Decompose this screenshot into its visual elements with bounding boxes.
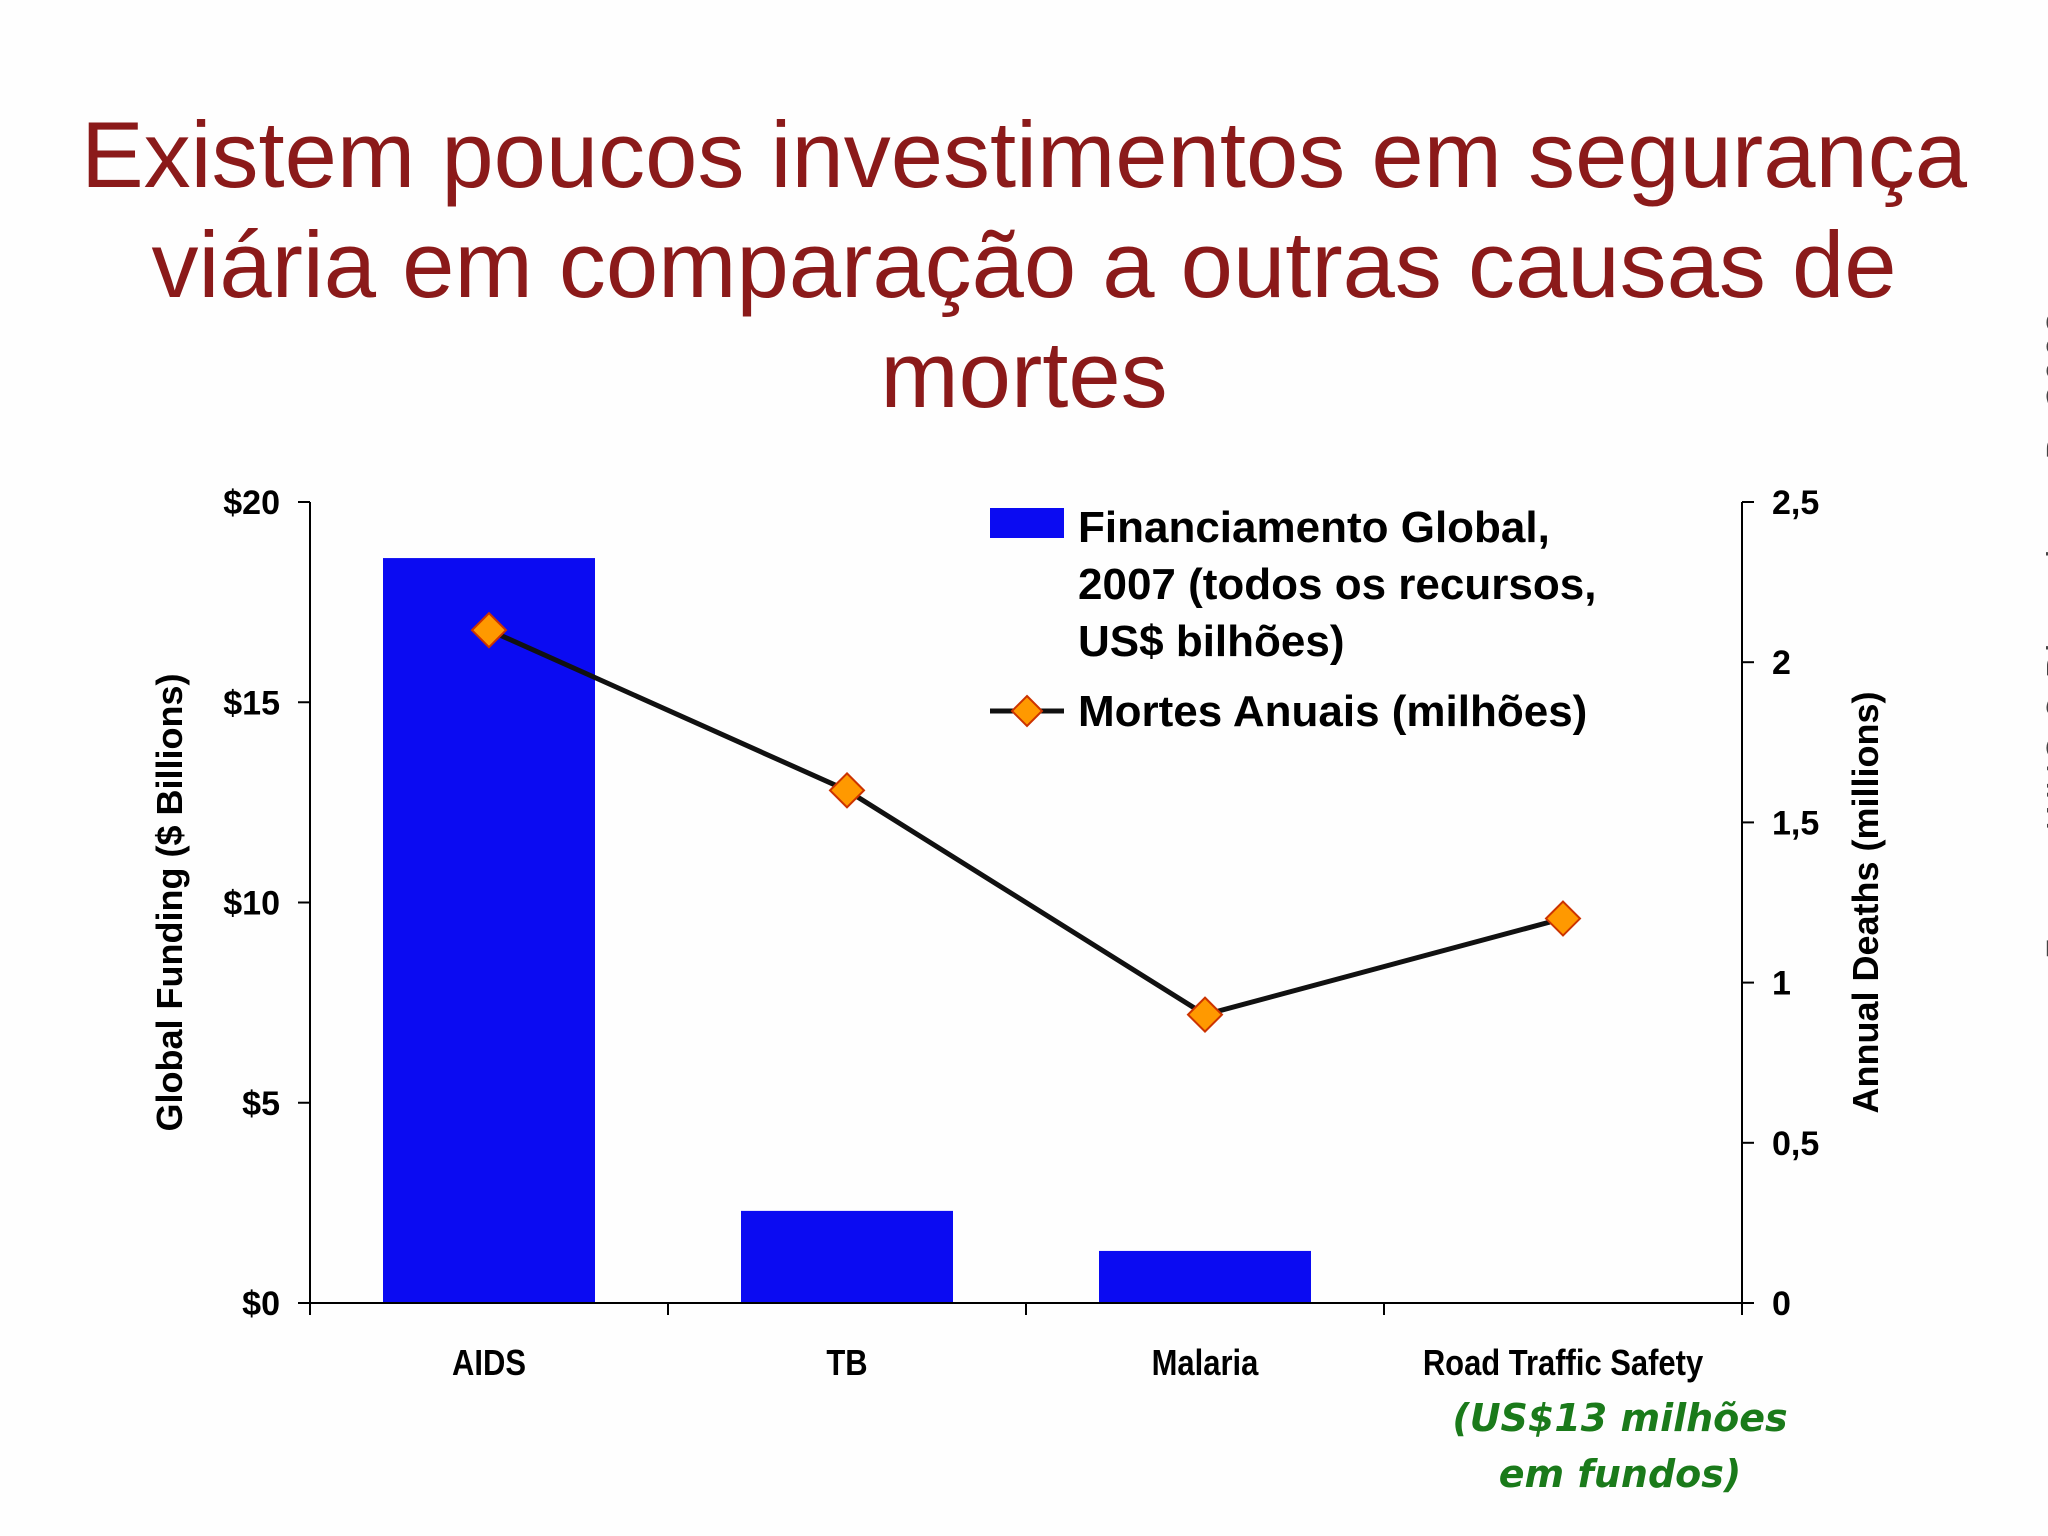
slide-title: Existem poucos investimentos em seguranç… — [0, 100, 2048, 430]
x-tick-label: AIDS — [452, 1344, 526, 1384]
title-line-1: Existem poucos investimentos em seguranç… — [80, 102, 1968, 207]
bar-aids — [383, 558, 595, 1303]
y-left-tick-label: $0 — [242, 1285, 280, 1323]
y-right-tick-label: 2 — [1772, 644, 1791, 682]
deaths-line — [487, 627, 1564, 1018]
road-safety-funding-note: (US$13 milhões em fundos) — [1370, 1390, 1870, 1502]
y-left-tick-label: $20 — [223, 484, 280, 522]
bar-tb — [741, 1210, 953, 1303]
deaths-point-aids — [470, 611, 508, 649]
bar-malaria — [1099, 1250, 1311, 1303]
legend-label-deaths: Mortes Anuais (milhões) — [1078, 687, 1587, 736]
note-line-1: (US$13 milhões — [1452, 1396, 1788, 1440]
title-line-2: viária em comparação a outras causas de … — [151, 212, 1897, 427]
deaths-point-tb — [828, 771, 866, 809]
deaths-point-road-traffic-safety — [1544, 900, 1582, 937]
y-right-tick-label: 1,5 — [1772, 804, 1819, 842]
legend-label-funding-line: 2007 (todos os recursos, — [1078, 560, 1596, 609]
y-axis-right-title: Annual Deaths (millions) — [1845, 691, 1886, 1113]
note-line-2: em fundos) — [1498, 1452, 1742, 1496]
legend-label-funding-line: Financiamento Global, — [1078, 503, 1550, 552]
y-left-tick-label: $15 — [223, 684, 280, 722]
legend-swatch-funding — [990, 508, 1064, 538]
x-tick-label: Malaria — [1152, 1344, 1259, 1384]
deaths-point-malaria — [1186, 996, 1224, 1034]
legend-swatch-deaths-marker — [1010, 694, 1044, 728]
source-credit: Fonte: WHO & Bloomberg P., 2008 — [2040, 310, 2048, 960]
x-tick-label: TB — [826, 1344, 867, 1384]
y-left-tick-label: $10 — [223, 885, 280, 923]
y-right-tick-label: 1 — [1772, 965, 1791, 1003]
y-axis-left-title: Global Funding ($ Billions) — [149, 674, 190, 1132]
legend-label-funding-line: US$ bilhões) — [1078, 617, 1345, 666]
y-right-tick-label: 2,5 — [1772, 484, 1819, 522]
y-left-tick-label: $5 — [242, 1085, 280, 1123]
y-right-tick-label: 0 — [1772, 1285, 1791, 1323]
y-right-tick-label: 0,5 — [1772, 1125, 1819, 1163]
x-tick-label: Road Traffic Safety — [1423, 1344, 1704, 1384]
